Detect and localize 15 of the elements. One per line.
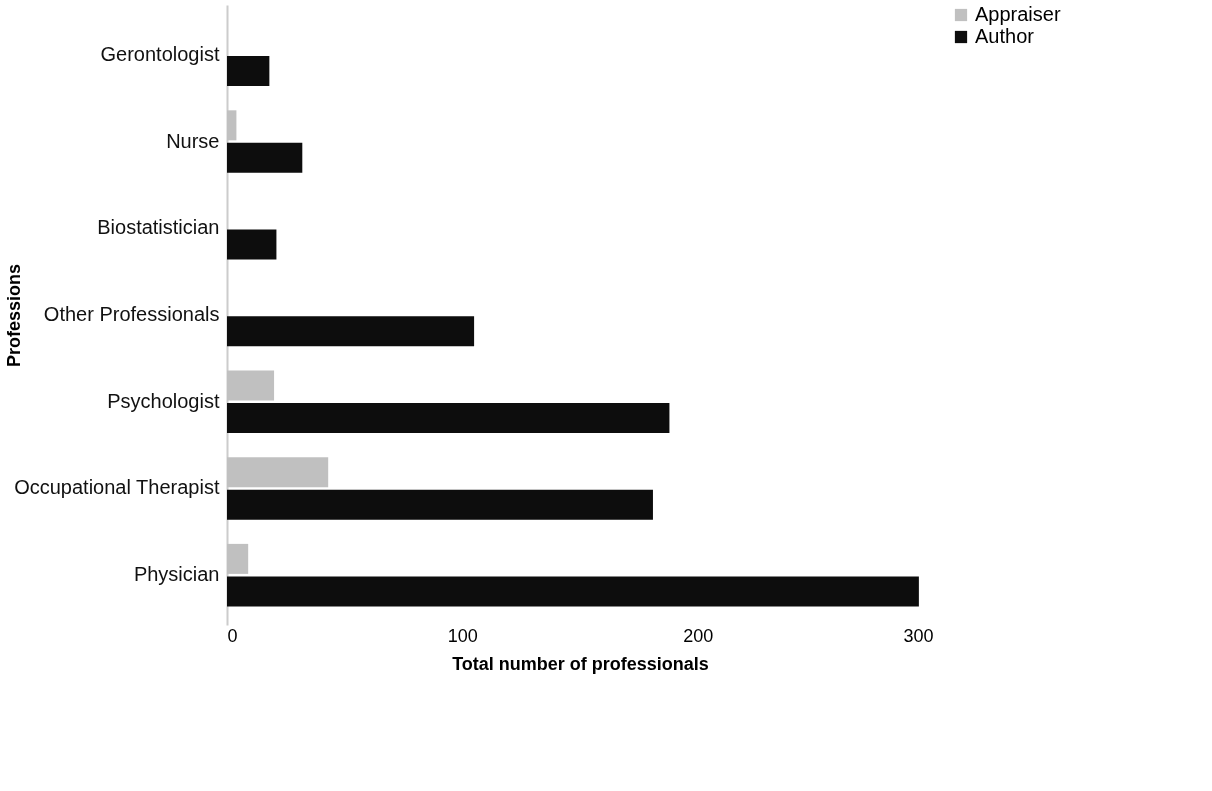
x-tick-label: 100 xyxy=(447,625,478,646)
y-tick-label: Biostatistician xyxy=(97,216,220,239)
y-tick-label: Nurse xyxy=(166,129,220,152)
legend-label: Appraiser xyxy=(975,3,1061,25)
y-tick-label: Physician xyxy=(133,563,220,586)
y-tick-label: Other Professionals xyxy=(43,303,220,325)
y-tick-label: Gerontologist xyxy=(100,42,220,65)
x-tick-label: 300 xyxy=(903,625,934,646)
y-tick-label: Occupational Therapist xyxy=(14,476,220,499)
x-tick-label: 0 xyxy=(227,625,238,646)
x-tick-label: 200 xyxy=(683,625,714,646)
y-tick-label: Psychologist xyxy=(107,389,220,412)
x-axis-title: Total number of professionals xyxy=(452,653,709,674)
legend-label: Author xyxy=(975,25,1035,47)
y-axis-title: Professions xyxy=(3,263,24,368)
